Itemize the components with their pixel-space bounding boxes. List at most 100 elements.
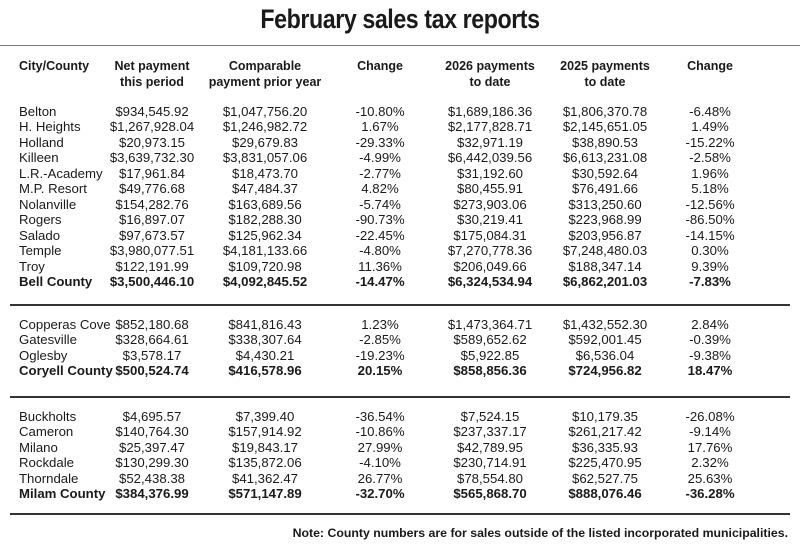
cell-ytd-change: -12.56%: [685, 196, 735, 212]
cell-payments-2025: $6,613,231.08: [562, 150, 648, 166]
cell-payments-2025: $30,592.64: [571, 165, 638, 181]
cell-payments-2025: $261,217.42: [568, 424, 642, 440]
cell-city: Copperas Cove: [19, 317, 111, 332]
cell-ytd-change: -9.14%: [689, 424, 731, 440]
cell-change: -19.23%: [355, 347, 405, 363]
cell-net-payment: $3,578.17: [122, 347, 182, 363]
cell-change: -90.73%: [355, 212, 405, 228]
cell-payments-2026: $858,856.36: [453, 363, 527, 379]
cell-payments-2026: $7,270,778.36: [447, 243, 533, 259]
cell-city: Troy: [19, 258, 45, 274]
cell-payments-2026: $7,524.15: [460, 409, 520, 424]
cell-prior-year-payment: $841,816.43: [228, 317, 302, 332]
cell-change: -4.99%: [359, 150, 401, 166]
cell-payments-2026: $30,219.41: [456, 212, 523, 228]
section-divider: [10, 513, 790, 515]
header-change: Change: [357, 59, 403, 73]
cell-payments-2025: $6,862,201.03: [562, 273, 648, 289]
header-net-payment: Net payment this period: [114, 59, 190, 89]
cell-prior-year-payment: $125,962.34: [228, 227, 302, 243]
cell-net-payment: $852,180.68: [115, 317, 189, 332]
cell-net-payment: $384,376.99: [115, 486, 189, 502]
cell-city: Killeen: [19, 150, 59, 166]
cell-payments-2026: $1,689,186.36: [447, 104, 533, 119]
cell-change: -2.85%: [359, 332, 401, 348]
cell-change: 4.82%: [361, 181, 399, 197]
cell-net-payment: $328,664.61: [115, 332, 189, 348]
cell-payments-2025: $76,491.66: [571, 181, 638, 197]
cell-payments-2025: $188,347.14: [568, 258, 642, 274]
cell-prior-year-payment: $416,578.96: [228, 363, 302, 379]
cell-change: -4.80%: [359, 243, 401, 259]
cell-net-payment: $4,695.57: [122, 409, 182, 424]
cell-payments-2025: $36,335.93: [571, 439, 638, 455]
page-title: February sales tax reports: [260, 4, 540, 34]
cell-change: -4.10%: [359, 455, 401, 471]
cell-city: Oglesby: [19, 347, 68, 363]
cell-ytd-change: -26.08%: [685, 409, 735, 424]
cell-net-payment: $3,639,732.30: [109, 150, 195, 166]
cell-city: Gatesville: [19, 332, 77, 348]
cell-ytd-change: 1.49%: [691, 119, 729, 135]
cell-prior-year-payment: $4,092,845.52: [222, 273, 308, 289]
cell-ytd-change: -7.83%: [689, 273, 731, 289]
cell-payments-2026: $32,971.19: [456, 134, 523, 150]
cell-prior-year-payment: $47,484.37: [231, 181, 298, 197]
cell-city: Cameron: [19, 424, 74, 440]
cell-payments-2026: $5,922.85: [460, 347, 520, 363]
cell-payments-2025: $7,248,480.03: [562, 243, 648, 259]
cell-ytd-change: -6.48%: [689, 104, 731, 119]
cell-payments-2025: $225,470.95: [568, 455, 642, 471]
cell-payments-2026: $78,554.80: [456, 470, 523, 486]
cell-change: 27.99%: [357, 439, 403, 455]
cell-city: Thorndale: [19, 470, 79, 486]
cell-change: -10.80%: [355, 104, 405, 119]
cell-payments-2026: $42,789.95: [456, 439, 523, 455]
cell-city: Buckholts: [19, 409, 77, 424]
cell-payments-2026: $589,652.62: [453, 332, 527, 348]
cell-change: 11.36%: [358, 258, 402, 274]
cell-payments-2026: $565,868.70: [453, 486, 527, 502]
cell-ytd-change: 17.76%: [687, 439, 733, 455]
cell-prior-year-payment: $7,399.40: [235, 409, 295, 424]
cell-city: Rockdale: [19, 455, 74, 471]
cell-change: -22.45%: [355, 227, 405, 243]
cell-payments-2025: $313,250.60: [568, 196, 642, 212]
cell-prior-year-payment: $1,047,756.20: [222, 104, 308, 119]
cell-payments-2026: $31,192.60: [456, 165, 523, 181]
cell-city: Salado: [19, 227, 61, 243]
cell-prior-year-payment: $338,307.64: [228, 332, 302, 348]
cell-payments-2026: $6,442,039.56: [447, 150, 533, 166]
cell-ytd-change: 5.18%: [691, 181, 729, 197]
cell-ytd-change: 0.30%: [691, 243, 729, 259]
cell-net-payment: $49,776.68: [118, 181, 185, 197]
cell-prior-year-payment: $4,430.21: [235, 347, 295, 363]
cell-ytd-change: -86.50%: [685, 212, 735, 228]
cell-net-payment: $17,961.84: [118, 165, 185, 181]
cell-net-payment: $934,545.92: [115, 104, 189, 119]
cell-ytd-change: -36.28%: [685, 486, 735, 502]
cell-city: Coryell County: [19, 363, 113, 379]
cell-ytd-change: 1.96%: [691, 165, 729, 181]
cell-payments-2025: $10,179.35: [571, 409, 638, 424]
cell-payments-2026: $230,714.91: [453, 455, 527, 471]
cell-payments-2026: $80,455.91: [456, 181, 523, 197]
cell-change: -36.54%: [355, 409, 405, 424]
cell-net-payment: $20,973.15: [118, 134, 185, 150]
cell-payments-2025: $724,956.82: [568, 363, 642, 379]
cell-change: -29.33%: [355, 134, 405, 150]
cell-city: Rogers: [19, 212, 62, 228]
cell-ytd-change: -14.15%: [685, 227, 735, 243]
cell-net-payment: $130,299.30: [115, 455, 189, 471]
cell-change: -2.77%: [359, 165, 401, 181]
cell-net-payment: $122,191.99: [115, 258, 189, 274]
cell-prior-year-payment: $135,872.06: [228, 455, 302, 471]
cell-prior-year-payment: $1,246,982.72: [222, 119, 308, 135]
cell-net-payment: $500,524.74: [115, 363, 189, 379]
cell-net-payment: $154,282.76: [115, 196, 189, 212]
cell-ytd-change: 2.84%: [691, 317, 729, 332]
cell-payments-2026: $206,049.66: [453, 258, 527, 274]
cell-payments-2025: $203,956.87: [568, 227, 642, 243]
cell-net-payment: $140,764.30: [115, 424, 189, 440]
cell-change: 1.67%: [361, 119, 399, 135]
